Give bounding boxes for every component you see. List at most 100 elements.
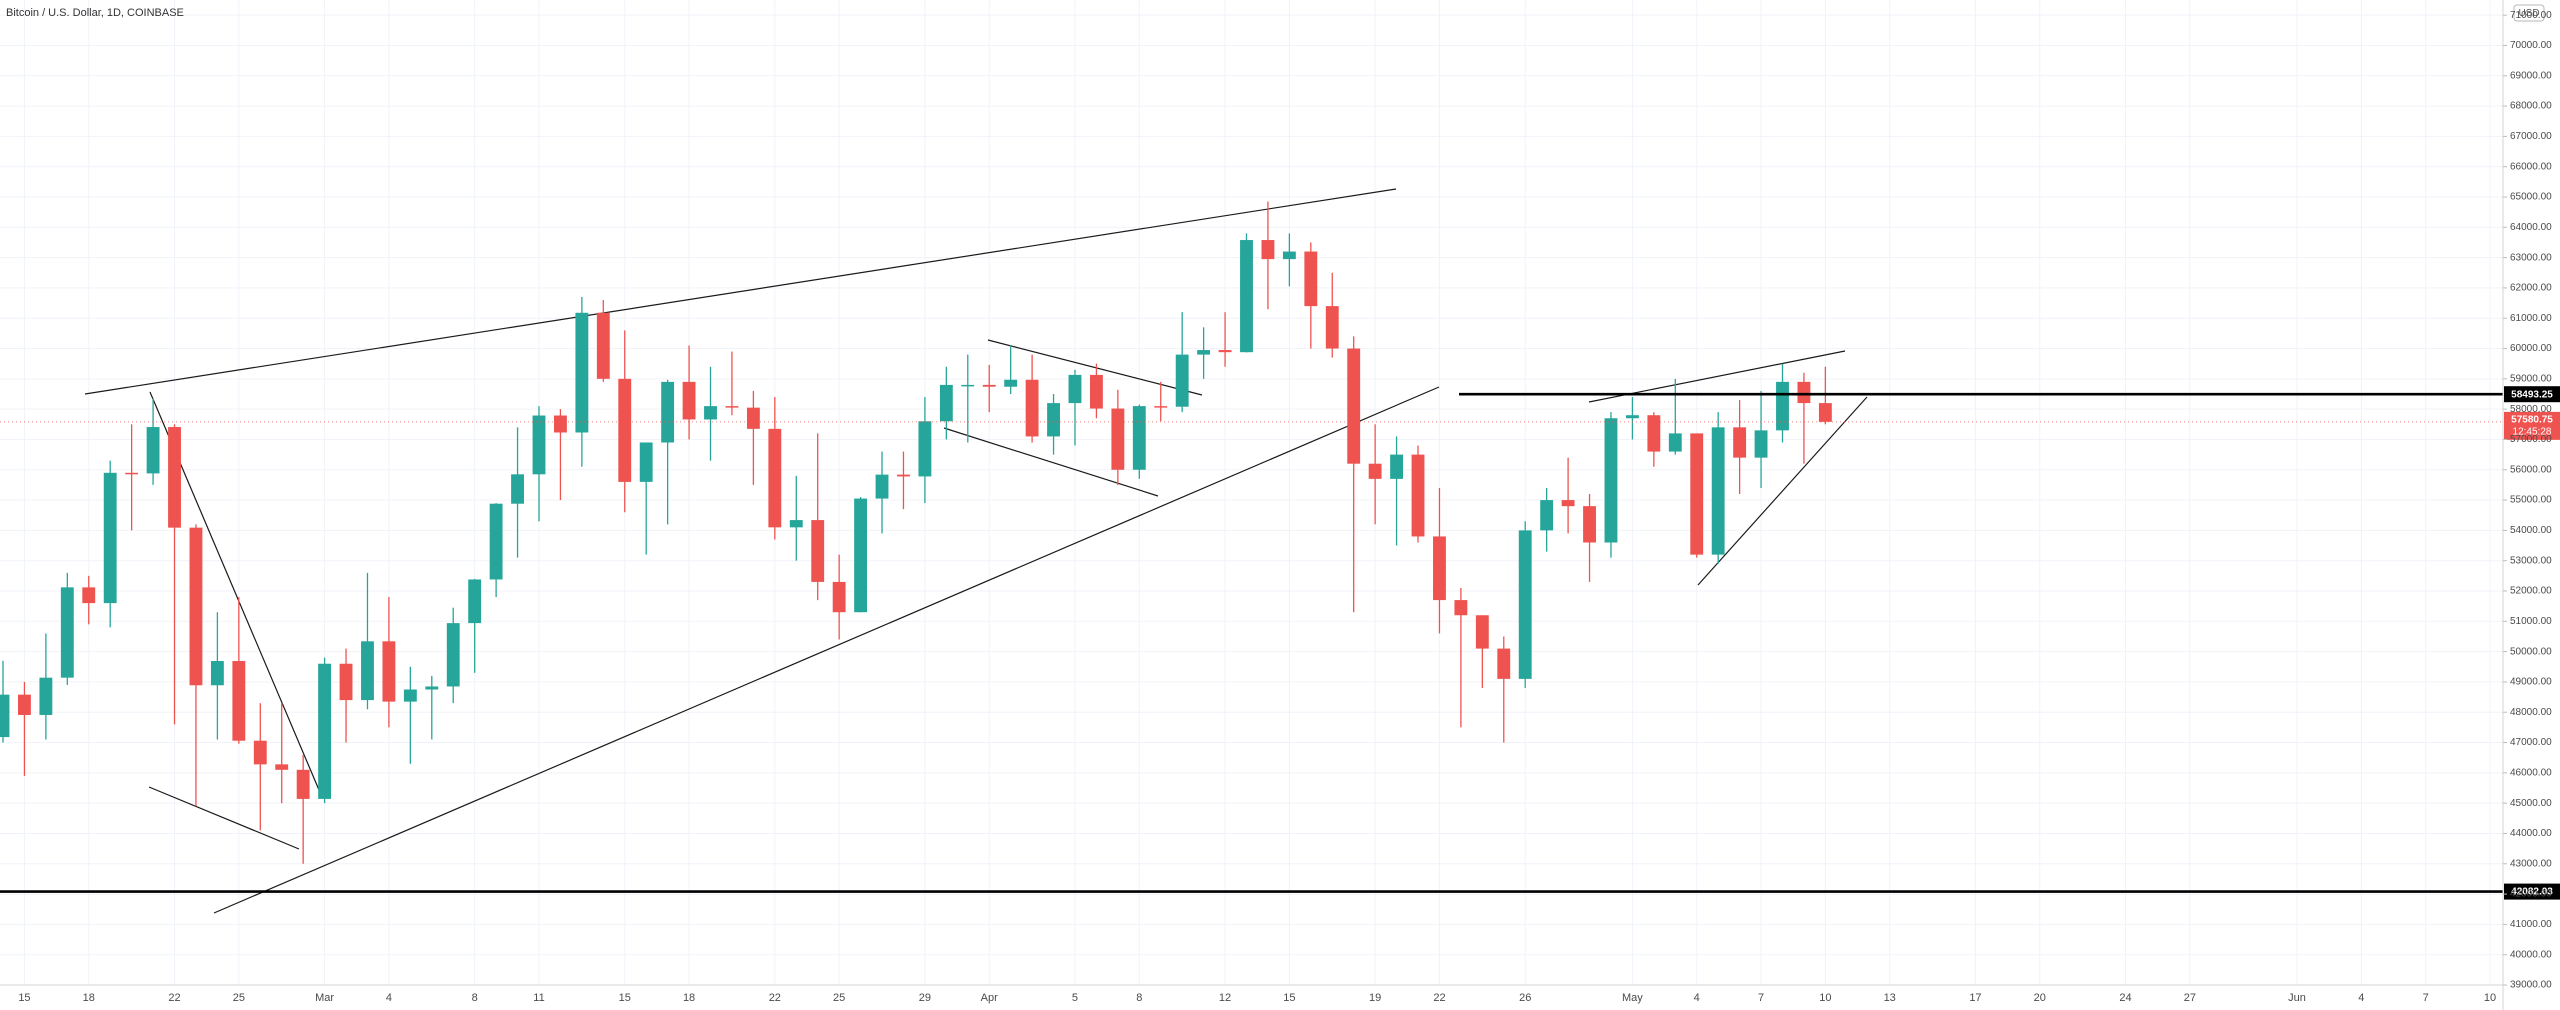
candle-body <box>1154 406 1168 408</box>
candle-body <box>1111 408 1125 470</box>
x-tick-label: 17 <box>1969 992 1981 1004</box>
candle-body <box>1175 354 1189 407</box>
candle-body <box>1518 530 1532 679</box>
candle-body <box>768 428 782 528</box>
candle-body <box>1690 433 1704 555</box>
candle-body <box>339 663 353 701</box>
candle-body <box>596 312 610 379</box>
candle-body <box>361 641 374 701</box>
candle-body <box>39 677 53 715</box>
candle-body <box>189 527 203 686</box>
x-tick-label: 10 <box>1819 992 1831 1004</box>
trend-line <box>943 427 1159 497</box>
y-tick-label: 56000.00 <box>2510 464 2552 475</box>
candle-body <box>789 520 803 528</box>
candle-body <box>511 474 524 504</box>
trend-line <box>84 188 1397 395</box>
y-tick-label: 70000.00 <box>2510 40 2552 51</box>
y-tick-label: 64000.00 <box>2510 222 2552 233</box>
candle-body <box>232 661 246 741</box>
candle-body <box>1711 427 1725 555</box>
y-tick-label: 45000.00 <box>2510 798 2552 809</box>
candle-body <box>682 381 696 420</box>
candle-body <box>1647 415 1661 452</box>
y-tick-label: 55000.00 <box>2510 495 2552 506</box>
x-tick-label: 13 <box>1884 992 1896 1004</box>
last-price-box <box>2504 411 2560 440</box>
x-tick-label: 12 <box>1219 992 1231 1004</box>
y-tick-label: 71000.00 <box>2510 10 2552 21</box>
candle-body <box>1583 506 1596 543</box>
candle-body <box>1089 374 1103 409</box>
candle-body <box>1240 240 1253 353</box>
y-tick-label: 63000.00 <box>2510 252 2552 263</box>
candle-body <box>1132 406 1146 470</box>
x-tick-label: 27 <box>2184 992 2196 1004</box>
candle-body <box>1004 379 1018 387</box>
y-tick-label: 49000.00 <box>2510 677 2552 688</box>
x-tick-label: 7 <box>2423 992 2429 1004</box>
candle-body <box>1776 381 1789 431</box>
candle-body <box>1604 418 1618 543</box>
price-label: 58493.25 <box>2511 389 2553 400</box>
x-tick-label: 4 <box>1694 992 1700 1004</box>
candle-body <box>1475 615 1489 649</box>
x-tick-label: 26 <box>1519 992 1531 1004</box>
candle-body <box>1282 251 1296 260</box>
candle-body <box>918 421 932 477</box>
x-tick-label: 10 <box>2484 992 2496 1004</box>
candle-body <box>1411 454 1425 537</box>
candle-body <box>1325 306 1339 349</box>
x-tick-label: 5 <box>1072 992 1078 1004</box>
price-label-box <box>2504 883 2560 900</box>
y-tick-label: 69000.00 <box>2510 70 2552 81</box>
x-tick-label: 18 <box>83 992 95 1004</box>
y-tick-label: 41000.00 <box>2510 919 2552 930</box>
x-tick-label: 8 <box>472 992 478 1004</box>
chart-title: Bitcoin / U.S. Dollar, 1D, COINBASE <box>6 7 184 19</box>
candle-body <box>318 663 332 799</box>
x-tick-label: 25 <box>833 992 845 1004</box>
x-tick-label: 15 <box>619 992 631 1004</box>
candle-body <box>125 472 139 475</box>
x-tick-label: 4 <box>2358 992 2364 1004</box>
trend-line <box>987 339 1203 396</box>
candle-body <box>1540 500 1554 531</box>
y-tick-label: 54000.00 <box>2510 525 2552 536</box>
y-tick-label: 68000.00 <box>2510 101 2552 112</box>
price-label-box <box>2504 386 2560 403</box>
candle-body <box>103 472 117 604</box>
candle-body <box>661 381 675 443</box>
y-tick-label: 67000.00 <box>2510 131 2552 142</box>
y-tick-label: 52000.00 <box>2510 586 2552 597</box>
x-tick-label: Jun <box>2288 992 2306 1004</box>
candle-body <box>1390 454 1404 479</box>
candle-body <box>168 427 181 528</box>
y-tick-label: 61000.00 <box>2510 313 2552 324</box>
currency-label[interactable]: USD <box>2518 8 2539 19</box>
candle-body <box>746 407 760 429</box>
x-tick-label: 24 <box>2119 992 2131 1004</box>
candle-body <box>403 689 417 702</box>
candle-body <box>939 384 953 422</box>
candle-body <box>275 764 289 770</box>
candle-body <box>82 587 96 604</box>
x-tick-label: May <box>1622 992 1643 1004</box>
candle-body <box>961 384 975 387</box>
y-tick-label: 51000.00 <box>2510 616 2552 627</box>
y-tick-label: 40000.00 <box>2510 949 2552 960</box>
candle-body <box>1625 415 1639 419</box>
candle-body <box>1368 463 1382 479</box>
x-tick-label: 18 <box>683 992 695 1004</box>
candle-body <box>1047 403 1060 437</box>
candle-body <box>489 503 503 580</box>
candle-body <box>1433 536 1446 601</box>
candle-body <box>811 520 825 582</box>
currency-button[interactable] <box>2513 4 2545 22</box>
last-price-label: 57580.75 <box>2511 415 2553 426</box>
x-tick-label: 8 <box>1136 992 1142 1004</box>
x-tick-label: 20 <box>2034 992 2046 1004</box>
candle-body <box>832 581 846 613</box>
